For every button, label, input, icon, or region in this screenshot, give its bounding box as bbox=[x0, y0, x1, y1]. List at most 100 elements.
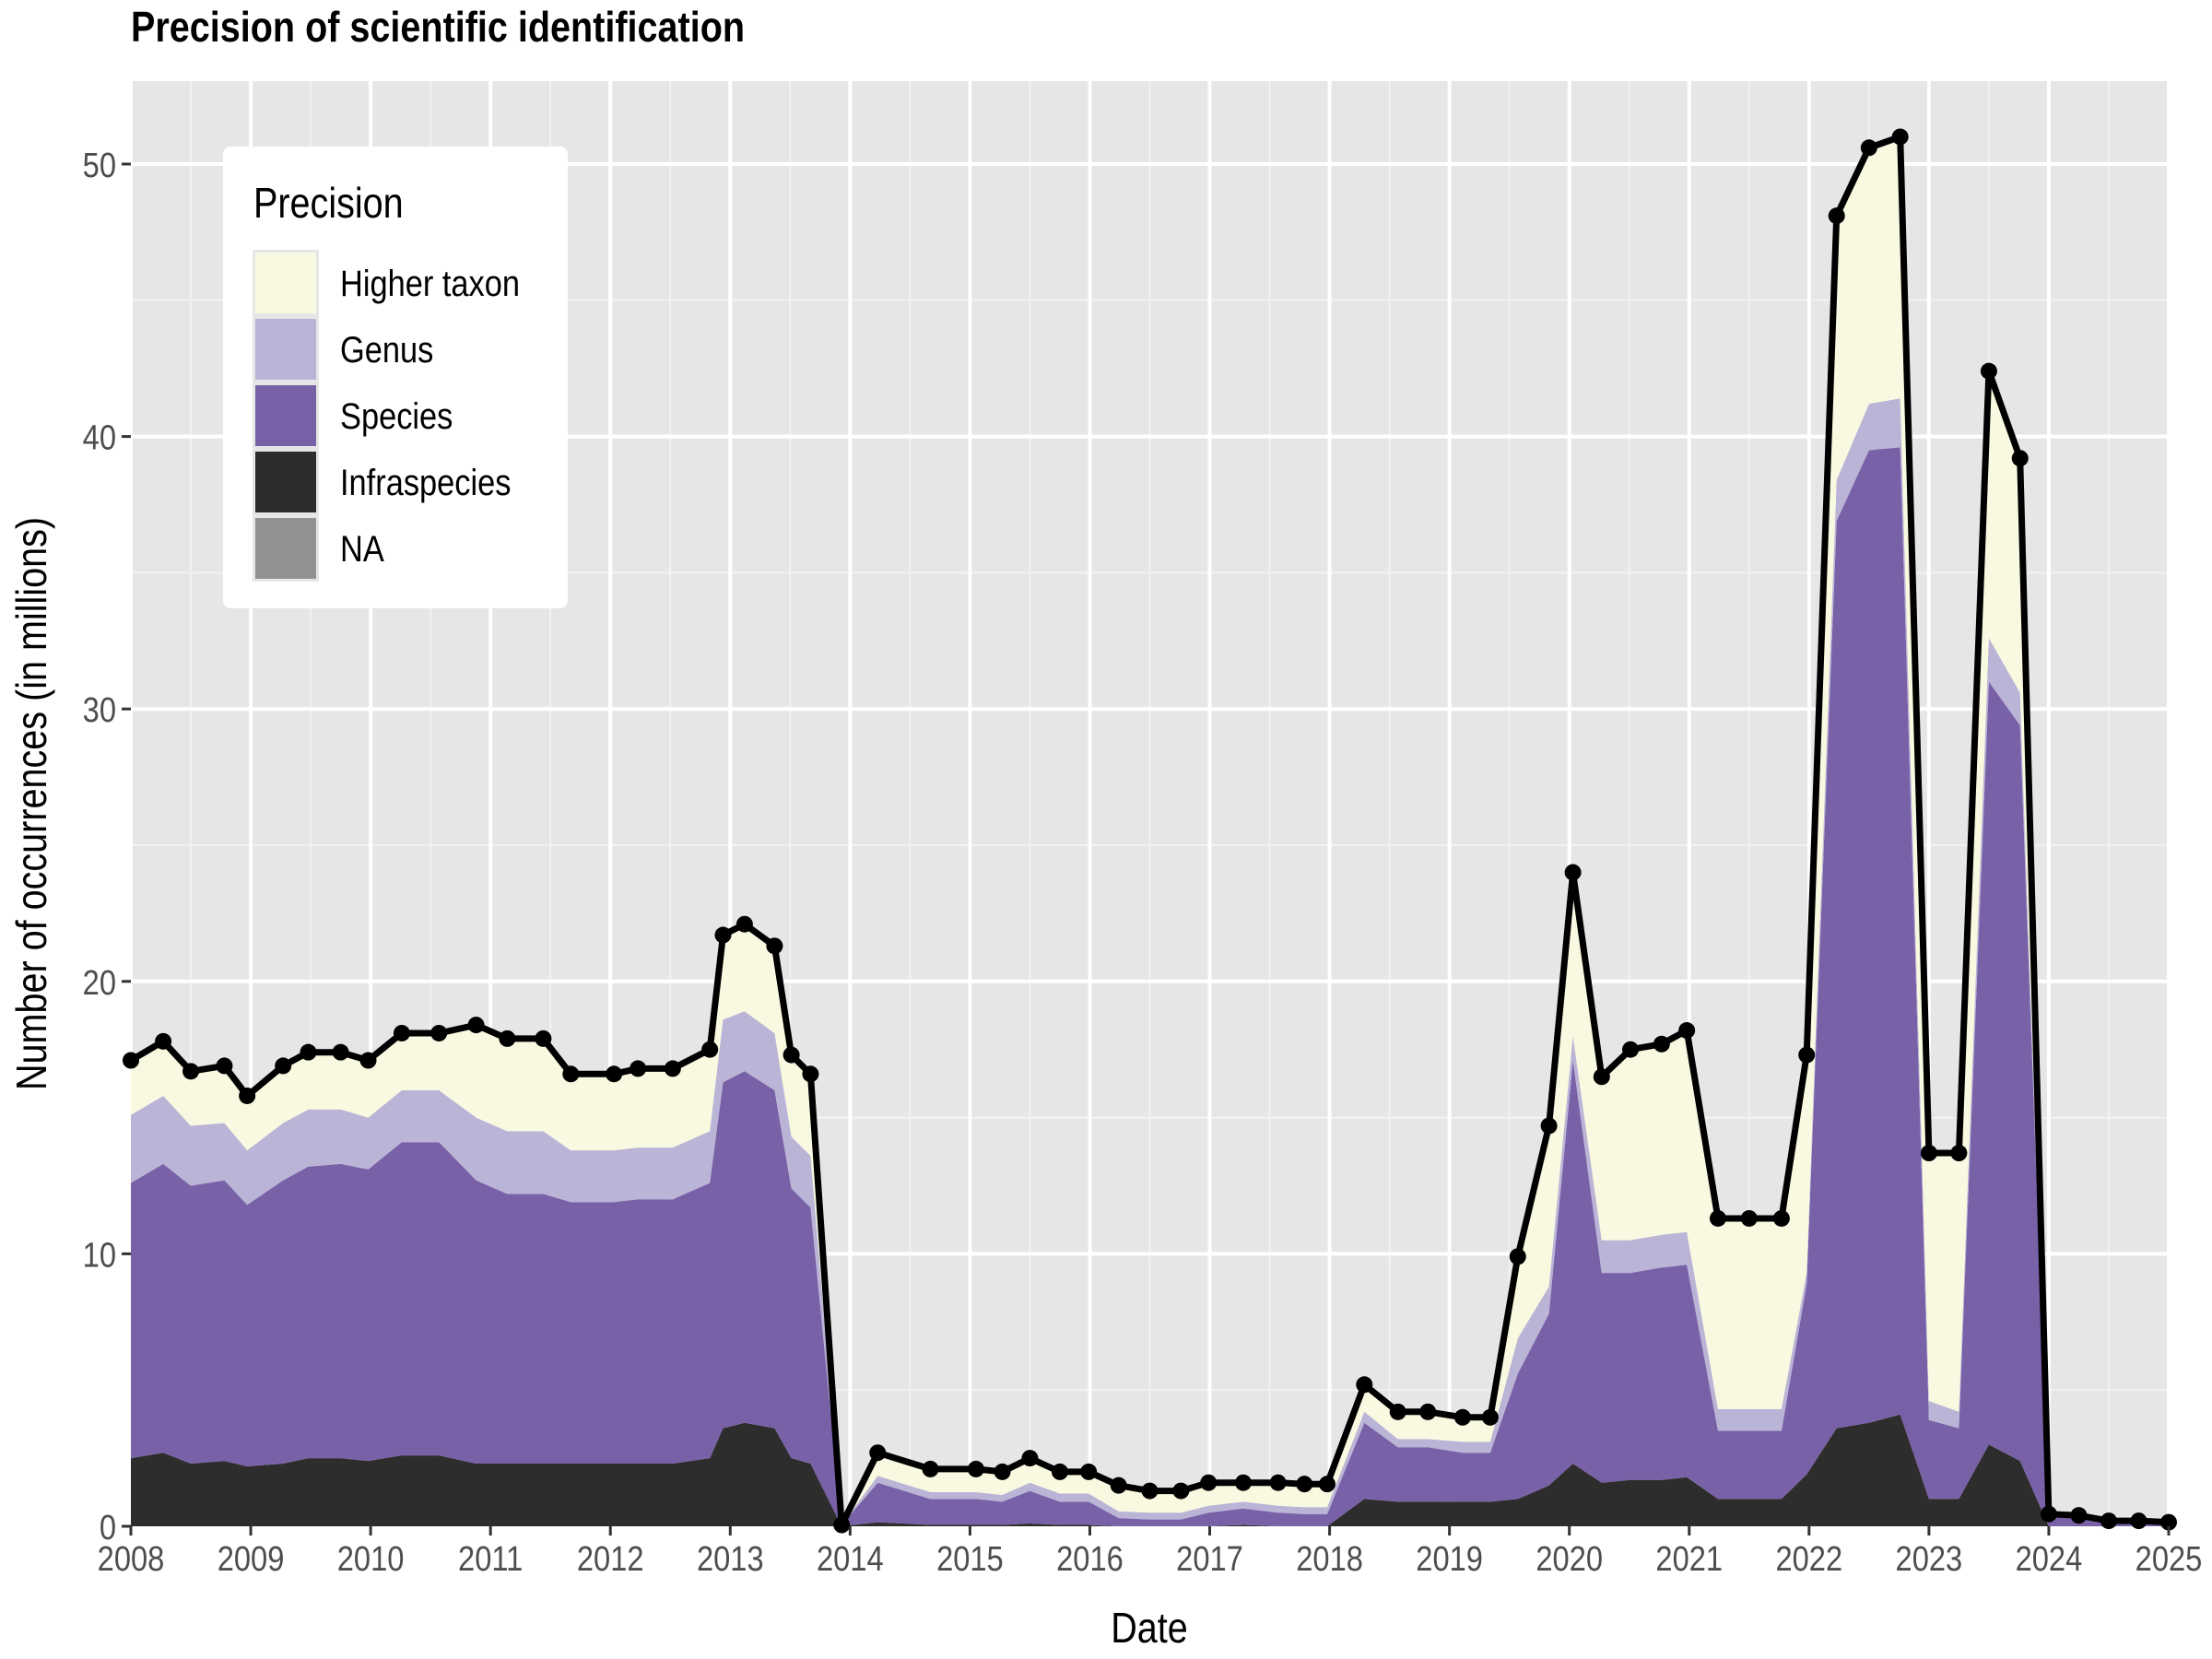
total-point bbox=[1021, 1450, 1039, 1467]
total-point bbox=[2011, 450, 2029, 467]
total-point bbox=[1269, 1474, 1287, 1491]
total-point bbox=[1950, 1145, 1968, 1162]
area-infraspecies bbox=[131, 1414, 2169, 1526]
x-tick-label: 2016 bbox=[1056, 1539, 1124, 1579]
x-tick-label: 2008 bbox=[98, 1539, 165, 1579]
total-point bbox=[275, 1057, 292, 1075]
total-point bbox=[994, 1463, 1011, 1480]
total-point bbox=[1653, 1035, 1670, 1053]
total-point bbox=[1509, 1248, 1526, 1265]
total-point bbox=[216, 1057, 233, 1075]
total-point bbox=[1200, 1474, 1218, 1491]
total-point bbox=[1740, 1209, 1758, 1227]
x-tick-label: 2018 bbox=[1296, 1539, 1363, 1579]
total-point bbox=[1453, 1408, 1471, 1426]
x-tick-label: 2009 bbox=[218, 1539, 285, 1579]
legend-label: Species bbox=[340, 395, 453, 437]
total-point bbox=[535, 1030, 552, 1047]
y-tick-label: 20 bbox=[83, 962, 116, 1002]
area-genus bbox=[131, 398, 2169, 1525]
total-point bbox=[1234, 1474, 1252, 1491]
x-tick-label: 2021 bbox=[1655, 1539, 1723, 1579]
total-point bbox=[1564, 864, 1582, 881]
total-point bbox=[606, 1065, 623, 1083]
legend-swatch-na bbox=[255, 518, 316, 579]
total-point bbox=[1419, 1403, 1437, 1420]
total-point bbox=[1709, 1209, 1726, 1227]
total-point bbox=[802, 1065, 819, 1083]
total-point bbox=[1051, 1463, 1068, 1480]
y-tick-label: 40 bbox=[83, 418, 116, 457]
total-point bbox=[1860, 139, 1877, 157]
legend-items: Higher taxon Genus Species Infraspecies NA bbox=[253, 250, 520, 582]
total-point bbox=[922, 1460, 939, 1477]
y-tick-label: 30 bbox=[83, 690, 116, 730]
total-point bbox=[629, 1060, 647, 1077]
x-tick-label: 2020 bbox=[1535, 1539, 1603, 1579]
total-point bbox=[1356, 1376, 1373, 1394]
total-point bbox=[182, 1063, 200, 1080]
total-point bbox=[1593, 1068, 1610, 1086]
y-tick-label: 10 bbox=[83, 1235, 116, 1275]
x-tick-label: 2019 bbox=[1416, 1539, 1483, 1579]
total-point bbox=[359, 1052, 377, 1069]
total-point bbox=[430, 1024, 448, 1041]
area-higher-taxon bbox=[131, 136, 2169, 1525]
x-tick-label: 2017 bbox=[1176, 1539, 1243, 1579]
total-point bbox=[1318, 1476, 1335, 1493]
stacked-areas bbox=[131, 136, 2169, 1526]
x-tick-label: 2014 bbox=[817, 1539, 884, 1579]
legend-swatch-species bbox=[255, 385, 316, 446]
legend-swatch-genus bbox=[255, 319, 316, 380]
total-point bbox=[1622, 1041, 1640, 1058]
y-axis: 0 10 20 30 40 50 bbox=[83, 146, 131, 1547]
x-tick-label: 2023 bbox=[1896, 1539, 1963, 1579]
total-point bbox=[1828, 207, 1845, 225]
legend-title: Precision bbox=[253, 180, 404, 227]
total-point bbox=[155, 1032, 172, 1050]
total-point bbox=[467, 1017, 485, 1034]
total-point bbox=[833, 1516, 851, 1534]
total-point bbox=[239, 1087, 256, 1104]
x-tick-label: 2010 bbox=[337, 1539, 405, 1579]
total-point bbox=[714, 926, 732, 944]
chart-title: Precision of scientific identification bbox=[131, 3, 746, 51]
total-point bbox=[1772, 1209, 1790, 1227]
legend-label: Infraspecies bbox=[340, 462, 511, 503]
total-point bbox=[967, 1460, 984, 1477]
total-point bbox=[1891, 128, 1909, 146]
total-point bbox=[869, 1444, 887, 1462]
x-tick-label: 2025 bbox=[2136, 1539, 2203, 1579]
total-point bbox=[1080, 1463, 1098, 1480]
total-point bbox=[1141, 1482, 1159, 1500]
x-axis-title: Date bbox=[1111, 1605, 1188, 1652]
total-point bbox=[701, 1041, 719, 1058]
x-tick-label: 2011 bbox=[458, 1539, 523, 1579]
total-point bbox=[1980, 362, 1997, 380]
total-point bbox=[2160, 1513, 2177, 1531]
total-point bbox=[782, 1046, 800, 1064]
area-species bbox=[131, 447, 2169, 1526]
total-point bbox=[499, 1030, 516, 1047]
y-tick-label: 50 bbox=[83, 146, 116, 185]
total-point bbox=[2100, 1512, 2117, 1530]
total-point bbox=[1920, 1145, 1937, 1162]
total-point bbox=[2040, 1505, 2057, 1523]
legend-label: Genus bbox=[340, 329, 433, 371]
total-point bbox=[562, 1065, 580, 1083]
total-point bbox=[1540, 1117, 1558, 1135]
y-axis-title: Number of occurrences (in millions) bbox=[8, 517, 55, 1090]
total-point bbox=[1389, 1403, 1406, 1420]
total-point bbox=[1798, 1046, 1816, 1064]
total-line-group bbox=[123, 128, 2177, 1534]
total-point bbox=[1678, 1022, 1696, 1040]
x-tick-label: 2012 bbox=[577, 1539, 644, 1579]
total-point bbox=[332, 1043, 349, 1061]
x-tick-label: 2015 bbox=[936, 1539, 1004, 1579]
total-point bbox=[393, 1024, 410, 1041]
total-point bbox=[300, 1043, 317, 1061]
legend: Precision Higher taxon Genus Species Infras… bbox=[223, 147, 568, 608]
total-point bbox=[1481, 1408, 1499, 1426]
total-point bbox=[123, 1052, 139, 1069]
